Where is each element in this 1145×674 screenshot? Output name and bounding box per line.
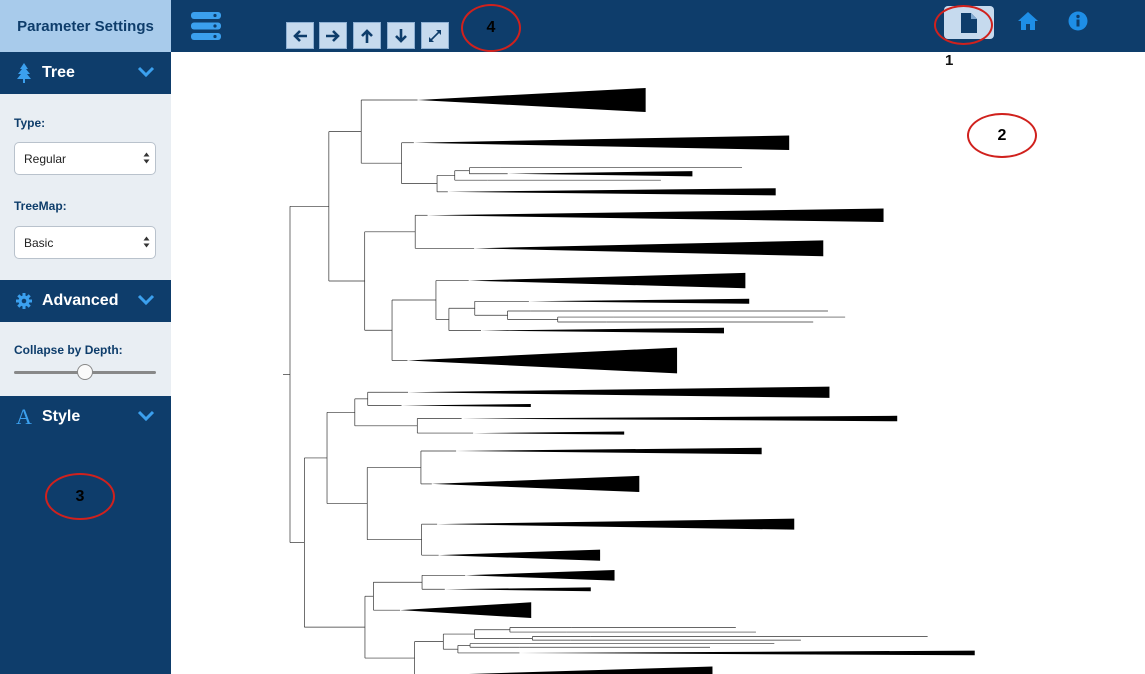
- arrow-up-icon: [361, 28, 373, 43]
- type-select[interactable]: Regular: [14, 142, 156, 175]
- home-icon[interactable]: [1017, 11, 1039, 31]
- collapsed-clades: [399, 87, 975, 674]
- collapsed-clade: [417, 87, 646, 113]
- treemap-select[interactable]: Basic: [14, 226, 156, 259]
- arrow-down-icon: [395, 28, 407, 43]
- style-section-header[interactable]: A Style: [0, 396, 171, 438]
- collapsed-clade: [427, 208, 884, 222]
- sidebar: Parameter Settings Tree Type: Regular Tr…: [0, 0, 171, 674]
- pan-left-button[interactable]: [286, 22, 314, 49]
- collapsed-clade: [468, 272, 746, 289]
- tree-branches: [283, 99, 928, 674]
- collapsed-clade: [399, 602, 532, 619]
- annotation-label-3: 3: [75, 487, 85, 505]
- collapsed-clade: [507, 171, 693, 177]
- collapsed-clade: [461, 415, 898, 422]
- annotation-circle-4: 4: [461, 4, 521, 52]
- select-arrows-icon: [143, 151, 150, 168]
- collapsed-clade: [481, 327, 724, 334]
- collapsed-clade: [407, 347, 678, 374]
- collapsed-clade: [519, 650, 975, 656]
- info-icon[interactable]: [1068, 11, 1088, 31]
- pan-right-button[interactable]: [319, 22, 347, 49]
- annotation-circle-3: 3: [45, 473, 115, 520]
- server-stack-icon[interactable]: [190, 11, 222, 41]
- sidebar-title: Parameter Settings: [0, 0, 171, 52]
- advanced-section-label: Advanced: [42, 292, 119, 309]
- select-arrows-icon: [143, 235, 150, 252]
- annotation-label-2: 2: [997, 126, 1007, 144]
- collapsed-clade: [444, 587, 591, 592]
- tree-section-label: Tree: [42, 64, 75, 81]
- collapsed-clade: [465, 569, 615, 581]
- collapsed-clade: [474, 240, 824, 257]
- tree-icon: [14, 63, 34, 83]
- chevron-down-icon[interactable]: [137, 409, 155, 427]
- type-select-value: Regular: [24, 151, 67, 166]
- collapsed-clade: [437, 518, 795, 530]
- treemap-label: TreeMap:: [14, 199, 67, 213]
- slider-thumb[interactable]: [77, 364, 93, 380]
- arrow-right-icon: [326, 29, 340, 42]
- tree-section-header[interactable]: Tree: [0, 52, 171, 94]
- collapsed-clade: [401, 403, 531, 407]
- collapsed-clade: [528, 298, 750, 304]
- style-section-label: Style: [42, 408, 81, 425]
- collapse-depth-label: Collapse by Depth:: [14, 343, 123, 357]
- collapsed-clade: [431, 475, 640, 493]
- chevron-down-icon[interactable]: [137, 65, 155, 83]
- collapsed-clade: [468, 666, 713, 674]
- tree-panel: Type: Regular TreeMap: Basic: [0, 94, 171, 280]
- pan-up-button[interactable]: [353, 22, 381, 49]
- collapsed-clade: [413, 135, 790, 151]
- treemap-select-value: Basic: [24, 235, 54, 250]
- collapsed-clade: [456, 447, 762, 455]
- fit-view-button[interactable]: [421, 22, 449, 49]
- top-toolbar: [171, 0, 1145, 52]
- chevron-down-icon[interactable]: [137, 293, 155, 311]
- collapse-depth-slider[interactable]: [14, 364, 156, 380]
- collapsed-clade: [438, 549, 601, 561]
- pan-down-button[interactable]: [387, 22, 415, 49]
- gear-icon: [14, 291, 34, 311]
- collapsed-clade: [473, 431, 625, 435]
- annotation-label-1: 1: [945, 52, 954, 69]
- annotation-circle-1: [934, 5, 993, 45]
- expand-icon: [429, 29, 441, 42]
- arrow-left-icon: [293, 29, 307, 42]
- tree-canvas[interactable]: [171, 52, 1145, 674]
- annotation-label-4: 4: [486, 19, 496, 36]
- advanced-panel: Collapse by Depth:: [0, 322, 171, 396]
- advanced-section-header[interactable]: Advanced: [0, 280, 171, 322]
- font-a-icon: A: [16, 404, 32, 429]
- annotation-circle-2: 2: [967, 113, 1037, 158]
- collapsed-clade: [447, 188, 776, 196]
- collapsed-clade: [408, 386, 830, 398]
- type-label: Type:: [14, 116, 46, 130]
